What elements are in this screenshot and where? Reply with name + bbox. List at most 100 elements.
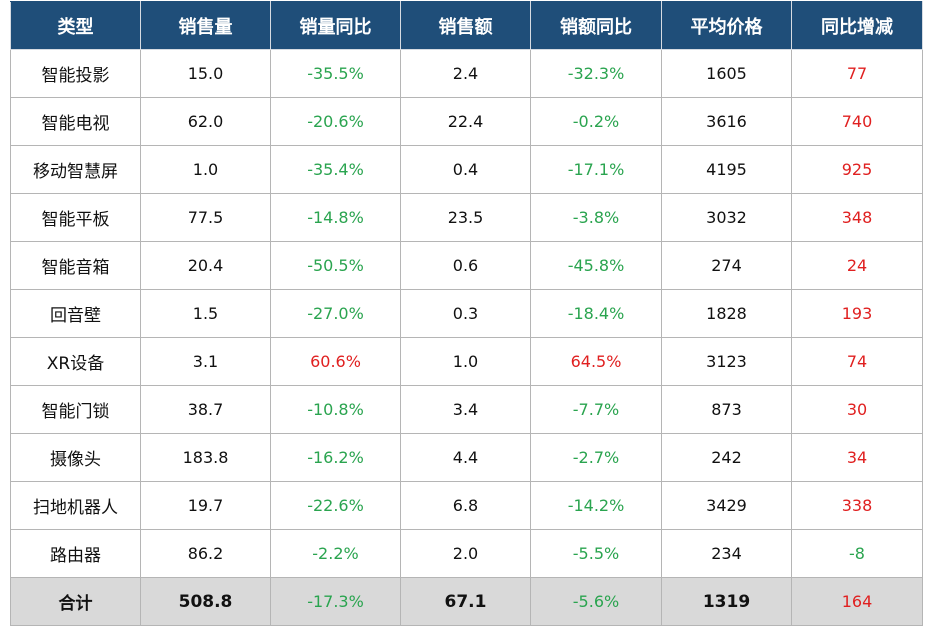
header-row: 类型 销售量 销量同比 销售额 销额同比 平均价格 同比增减	[10, 1, 923, 50]
cell-volume-yoy: -27.0%	[270, 289, 401, 338]
cell-avg-price: 3032	[661, 193, 792, 242]
cell-amount-yoy: -18.4%	[530, 289, 662, 338]
header-sales-amount: 销售额	[400, 1, 531, 50]
total-cell-sales-amount: 67.1	[400, 577, 531, 626]
cell-sales-volume: 1.5	[140, 289, 271, 338]
cell-volume-yoy: -22.6%	[270, 481, 401, 530]
header-avg-price: 平均价格	[661, 1, 792, 50]
cell-sales-volume: 19.7	[140, 481, 271, 530]
cell-yoy-change: 348	[791, 193, 923, 242]
cell-sales-volume: 15.0	[140, 49, 271, 98]
table-row: 移动智慧屏 1.0 -35.4% 0.4 -17.1% 4195 925	[10, 145, 923, 194]
table-row: 智能投影 15.0 -35.5% 2.4 -32.3% 1605 77	[10, 49, 923, 98]
total-cell-sales-volume: 508.8	[140, 577, 271, 626]
cell-sales-amount: 3.4	[400, 385, 531, 434]
cell-yoy-change: 74	[791, 337, 923, 386]
cell-type: 摄像头	[10, 433, 141, 482]
cell-volume-yoy: 60.6%	[270, 337, 401, 386]
cell-sales-volume: 183.8	[140, 433, 271, 482]
table-row: 回音壁 1.5 -27.0% 0.3 -18.4% 1828 193	[10, 289, 923, 338]
cell-type: 扫地机器人	[10, 481, 141, 530]
cell-yoy-change: 925	[791, 145, 923, 194]
cell-amount-yoy: -0.2%	[530, 97, 662, 146]
cell-avg-price: 3429	[661, 481, 792, 530]
cell-type: 智能电视	[10, 97, 141, 146]
cell-yoy-change: 30	[791, 385, 923, 434]
cell-volume-yoy: -20.6%	[270, 97, 401, 146]
table-body: 智能投影 15.0 -35.5% 2.4 -32.3% 1605 77 智能电视 62.0 -20…	[10, 49, 923, 626]
table-row: XR设备 3.1 60.6% 1.0 64.5% 3123 74	[10, 337, 923, 386]
cell-sales-volume: 20.4	[140, 241, 271, 290]
cell-amount-yoy: -5.5%	[530, 529, 662, 578]
total-cell-amount-yoy: -5.6%	[530, 577, 662, 626]
cell-sales-volume: 38.7	[140, 385, 271, 434]
cell-yoy-change: 34	[791, 433, 923, 482]
cell-avg-price: 3123	[661, 337, 792, 386]
total-cell-type: 合计	[10, 577, 141, 626]
cell-sales-volume: 62.0	[140, 97, 271, 146]
header-sales-volume: 销售量	[140, 1, 271, 50]
cell-sales-amount: 23.5	[400, 193, 531, 242]
table-row: 智能电视 62.0 -20.6% 22.4 -0.2% 3616 740	[10, 97, 923, 146]
cell-yoy-change: 338	[791, 481, 923, 530]
cell-type: 移动智慧屏	[10, 145, 141, 194]
cell-avg-price: 242	[661, 433, 792, 482]
table-row: 扫地机器人 19.7 -22.6% 6.8 -14.2% 3429 338	[10, 481, 923, 530]
header-amount-yoy: 销额同比	[530, 1, 662, 50]
header-volume-yoy: 销量同比	[270, 1, 401, 50]
cell-sales-amount: 22.4	[400, 97, 531, 146]
cell-avg-price: 234	[661, 529, 792, 578]
cell-sales-amount: 1.0	[400, 337, 531, 386]
cell-amount-yoy: -45.8%	[530, 241, 662, 290]
cell-amount-yoy: 64.5%	[530, 337, 662, 386]
cell-sales-amount: 4.4	[400, 433, 531, 482]
cell-volume-yoy: -35.5%	[270, 49, 401, 98]
cell-type: 智能投影	[10, 49, 141, 98]
cell-avg-price: 3616	[661, 97, 792, 146]
cell-amount-yoy: -7.7%	[530, 385, 662, 434]
cell-amount-yoy: -17.1%	[530, 145, 662, 194]
header-yoy-change: 同比增减	[791, 1, 923, 50]
cell-sales-amount: 6.8	[400, 481, 531, 530]
cell-avg-price: 274	[661, 241, 792, 290]
cell-avg-price: 873	[661, 385, 792, 434]
table-row: 路由器 86.2 -2.2% 2.0 -5.5% 234 -8	[10, 529, 923, 578]
cell-yoy-change: 193	[791, 289, 923, 338]
cell-volume-yoy: -10.8%	[270, 385, 401, 434]
cell-amount-yoy: -14.2%	[530, 481, 662, 530]
cell-type: 智能音箱	[10, 241, 141, 290]
header-type: 类型	[10, 1, 141, 50]
cell-sales-amount: 0.6	[400, 241, 531, 290]
total-cell-avg-price: 1319	[661, 577, 792, 626]
table-row: 智能音箱 20.4 -50.5% 0.6 -45.8% 274 24	[10, 241, 923, 290]
cell-yoy-change: 24	[791, 241, 923, 290]
cell-amount-yoy: -32.3%	[530, 49, 662, 98]
cell-sales-volume: 1.0	[140, 145, 271, 194]
table-row: 摄像头 183.8 -16.2% 4.4 -2.7% 242 34	[10, 433, 923, 482]
cell-avg-price: 1605	[661, 49, 792, 98]
cell-type: 智能平板	[10, 193, 141, 242]
cell-yoy-change: -8	[791, 529, 923, 578]
sales-table: 类型 销售量 销量同比 销售额 销额同比 平均价格 同比增减 智能投影 15.0-…	[10, 1, 923, 626]
cell-sales-volume: 3.1	[140, 337, 271, 386]
cell-volume-yoy: -14.8%	[270, 193, 401, 242]
cell-sales-volume: 77.5	[140, 193, 271, 242]
table-row: 智能平板 77.5 -14.8% 23.5 -3.8% 3032 348	[10, 193, 923, 242]
cell-type: 智能门锁	[10, 385, 141, 434]
cell-sales-amount: 2.4	[400, 49, 531, 98]
cell-sales-amount: 0.3	[400, 289, 531, 338]
cell-sales-amount: 0.4	[400, 145, 531, 194]
cell-type: XR设备	[10, 337, 141, 386]
total-cell-volume-yoy: -17.3%	[270, 577, 401, 626]
cell-yoy-change: 740	[791, 97, 923, 146]
cell-sales-amount: 2.0	[400, 529, 531, 578]
cell-type: 路由器	[10, 529, 141, 578]
cell-volume-yoy: -2.2%	[270, 529, 401, 578]
cell-volume-yoy: -16.2%	[270, 433, 401, 482]
cell-amount-yoy: -3.8%	[530, 193, 662, 242]
total-row: 合计 508.8 -17.3% 67.1 -5.6% 1319 164	[10, 577, 923, 626]
cell-volume-yoy: -35.4%	[270, 145, 401, 194]
cell-yoy-change: 77	[791, 49, 923, 98]
cell-volume-yoy: -50.5%	[270, 241, 401, 290]
total-cell-yoy-change: 164	[791, 577, 923, 626]
